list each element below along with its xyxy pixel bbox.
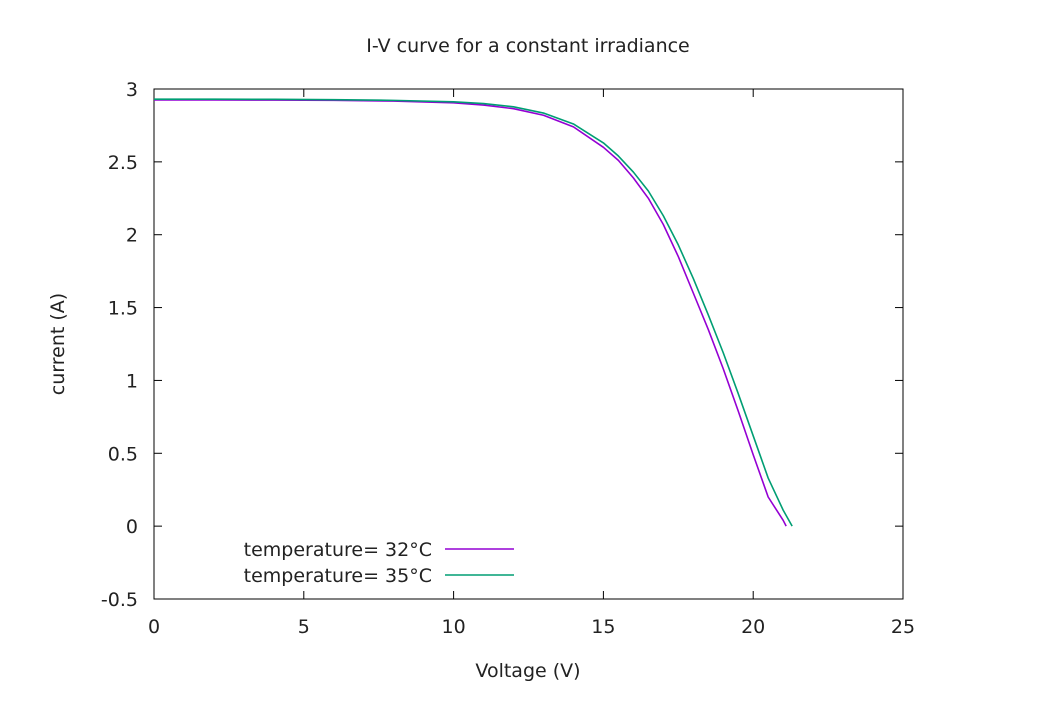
legend-label-1: temperature= 32°C [244, 539, 432, 561]
x-axis-ticks: 0 5 10 15 20 25 [148, 89, 915, 638]
series-layer [154, 98, 793, 527]
y-tick-label: 2.5 [108, 152, 138, 174]
legend-label-2: temperature= 35°C [244, 565, 432, 587]
x-tick-label: 0 [148, 616, 160, 638]
y-tick-label: 2 [126, 225, 138, 247]
x-tick-label: 10 [442, 616, 466, 638]
y-tick-label: 1 [126, 370, 138, 392]
x-axis-label: Voltage (V) [475, 660, 580, 682]
y-tick-label: -0.5 [101, 589, 138, 611]
y-tick-label: 0.5 [108, 443, 138, 465]
x-tick-label: 15 [591, 616, 615, 638]
plot-frame [153, 88, 904, 600]
y-tick-label: 1.5 [108, 298, 138, 320]
x-tick-label: 25 [891, 616, 915, 638]
y-tick-label: 0 [126, 516, 138, 538]
x-tick-label: 5 [298, 616, 310, 638]
legend: temperature= 32°C temperature= 35°C [244, 539, 514, 587]
y-axis-label: current (A) [47, 293, 69, 395]
y-tick-label: 3 [126, 79, 138, 101]
series-line-2 [154, 98, 793, 527]
x-tick-label: 20 [741, 616, 765, 638]
series-line-1 [154, 99, 787, 527]
y-axis-ticks: -0.5 0 0.5 1 1.5 2 2.5 3 [101, 79, 903, 611]
chart-title: I-V curve for a constant irradiance [366, 35, 690, 57]
